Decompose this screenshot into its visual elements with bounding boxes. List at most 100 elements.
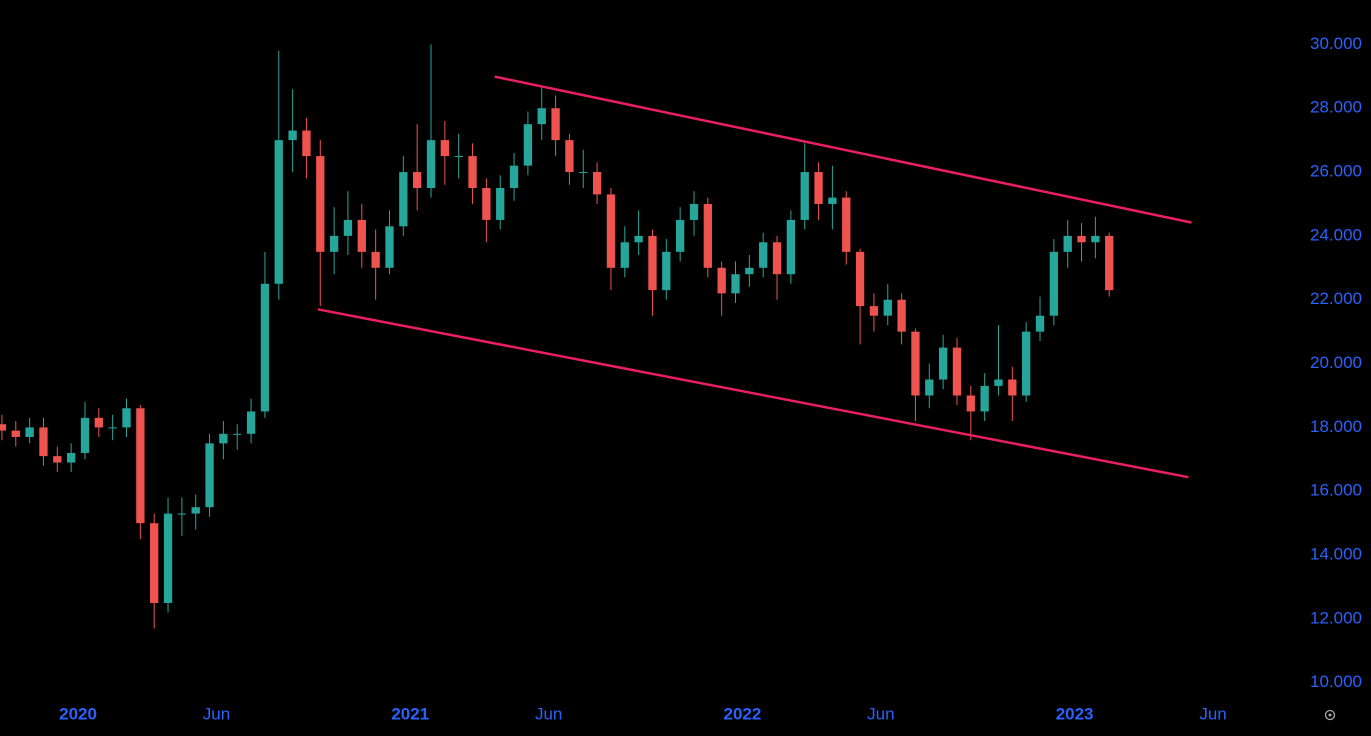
y-tick-label: 18.000 (1310, 417, 1362, 436)
candle-body (745, 267, 754, 275)
candle-body (606, 194, 616, 268)
candle-body (869, 306, 879, 316)
candle-body (399, 172, 408, 227)
candle-body (1035, 315, 1045, 332)
candle-body (0, 424, 7, 431)
candle-body (385, 226, 394, 268)
candle-body (246, 411, 256, 434)
candle-body (592, 172, 602, 195)
candle-body (523, 124, 533, 166)
candle-body (274, 140, 283, 284)
settings-icon-ring (1324, 709, 1336, 721)
candle-body (482, 188, 491, 220)
candle-body (413, 172, 422, 189)
candle-body (675, 219, 685, 252)
candle-body (800, 172, 809, 220)
y-tick-label: 16.000 (1310, 481, 1362, 500)
x-tick-label: 2020 (59, 704, 97, 723)
candle-body (579, 172, 588, 174)
candle-body (53, 456, 62, 463)
candle-body (260, 283, 270, 412)
candle-body (814, 172, 823, 204)
candle-body (938, 347, 948, 380)
candle-body (620, 242, 629, 268)
y-tick-label: 22.000 (1310, 289, 1362, 308)
x-tick-label: Jun (535, 704, 562, 723)
candle-body (1077, 235, 1086, 243)
candle-body (551, 108, 560, 141)
y-tick-label: 26.000 (1310, 162, 1362, 181)
candle-body (39, 427, 48, 457)
y-tick-label: 28.000 (1310, 98, 1362, 117)
candle-body (966, 395, 975, 412)
candle-body (163, 513, 173, 603)
candle-body (357, 219, 366, 252)
candle-body (136, 408, 145, 524)
candle-body (1008, 379, 1017, 396)
candle-body (191, 507, 200, 514)
y-tick-label: 10.000 (1310, 672, 1362, 691)
candle-body (731, 274, 740, 294)
candle-body (288, 130, 297, 141)
candle-body (717, 267, 726, 294)
candle-body (205, 443, 214, 508)
candle-body (496, 188, 505, 220)
x-tick-label: 2023 (1056, 704, 1094, 723)
candle-body (25, 427, 34, 437)
x-tick-label: Jun (1199, 704, 1226, 723)
candle-body (994, 379, 1003, 386)
candle-body (454, 156, 463, 158)
candle-body (952, 347, 962, 396)
candle-body (150, 523, 159, 603)
candle-body (316, 156, 325, 252)
trend-line (317, 308, 1189, 479)
y-tick-label: 14.000 (1310, 545, 1362, 564)
candle-body (883, 299, 892, 316)
x-tick-label: 2022 (724, 704, 762, 723)
candle-body (1105, 235, 1114, 291)
candle-body (703, 203, 712, 268)
candle-body (911, 331, 920, 396)
candle-body (509, 165, 519, 189)
candle-body (468, 156, 477, 189)
candle-body (980, 385, 989, 412)
trend-line (494, 75, 1192, 224)
x-tick-label: Jun (203, 704, 230, 723)
candle-body (440, 140, 450, 157)
candle-body (11, 430, 20, 437)
candle-body (94, 417, 103, 428)
candle-body (634, 235, 643, 243)
y-tick-label: 30.000 (1310, 34, 1362, 53)
candle-body (233, 433, 242, 435)
candle-body (786, 219, 796, 275)
y-tick-label: 20.000 (1310, 353, 1362, 372)
candle-body (662, 251, 671, 291)
candle-body (302, 130, 311, 157)
y-tick-label: 24.000 (1310, 225, 1362, 244)
candle-body (343, 219, 353, 236)
candle-body (925, 379, 934, 396)
candle-body (66, 452, 76, 463)
candle-body (426, 140, 436, 189)
candle-body (1022, 331, 1031, 396)
y-tick-label: 12.000 (1310, 608, 1362, 627)
settings-icon[interactable] (1324, 709, 1336, 721)
candle-body (177, 513, 187, 515)
candle-body (1091, 235, 1100, 243)
candle-body (122, 408, 131, 428)
candle-body (759, 242, 768, 268)
candle-body (80, 417, 90, 453)
candle-body (689, 203, 699, 220)
candle-body (828, 197, 837, 204)
candle-body (329, 235, 339, 252)
x-tick-label: Jun (867, 704, 894, 723)
candle-body (648, 235, 657, 291)
candle-body (1063, 235, 1072, 252)
candle-body (537, 108, 546, 125)
candle-body (1049, 251, 1059, 316)
candle-body (108, 427, 117, 429)
candle-body (772, 242, 782, 275)
candles (0, 44, 1114, 629)
